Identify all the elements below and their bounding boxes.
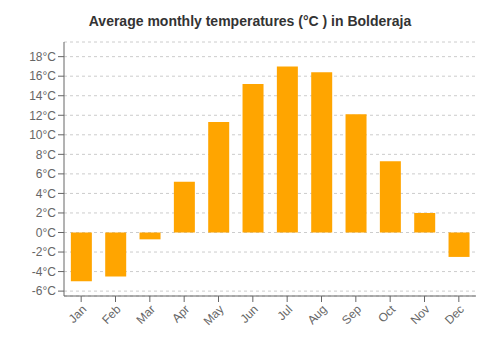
svg-text:Apr: Apr	[169, 302, 192, 325]
svg-text:2°C: 2°C	[36, 206, 56, 220]
svg-text:Oct: Oct	[375, 302, 399, 326]
svg-text:4°C: 4°C	[36, 187, 56, 201]
svg-text:-6°C: -6°C	[32, 284, 56, 298]
html-text:Average monthly temperatures (: Average monthly temperatures (°C ) in Bo…	[88, 13, 412, 29]
svg-text:Jul: Jul	[275, 302, 296, 323]
svg-text:Jan: Jan	[66, 302, 90, 326]
svg-text:Dec: Dec	[442, 302, 467, 327]
svg-text:May: May	[201, 302, 227, 328]
svg-text:Feb: Feb	[99, 302, 124, 327]
svg-text:-2°C: -2°C	[32, 245, 56, 259]
svg-text:0°C: 0°C	[36, 226, 56, 240]
svg-text:18°C: 18°C	[29, 50, 56, 64]
svg-text:Aug: Aug	[305, 302, 330, 327]
svg-text:Mar: Mar	[133, 302, 158, 327]
svg-text:Jun: Jun	[237, 302, 261, 326]
svg-text:8°C: 8°C	[36, 148, 56, 162]
svg-text:10°C: 10°C	[29, 128, 56, 142]
svg-text:14°C: 14°C	[29, 89, 56, 103]
svg-text:Nov: Nov	[408, 302, 433, 327]
svg-text:-4°C: -4°C	[32, 265, 56, 279]
svg-text:16°C: 16°C	[29, 69, 56, 83]
svg-text:Sep: Sep	[339, 302, 364, 327]
svg-text:6°C: 6°C	[36, 167, 56, 181]
svg-text:12°C: 12°C	[29, 109, 56, 123]
